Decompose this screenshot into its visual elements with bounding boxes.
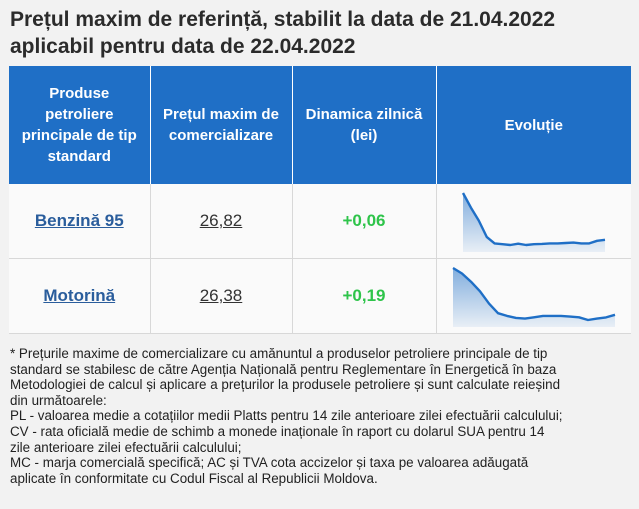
sparkline-line [461, 192, 605, 247]
product-link-motorina[interactable]: Motorină [43, 286, 116, 305]
daily-delta-benzina-95: +0,06 [342, 211, 386, 230]
page-title: Prețul maxim de referință, stabilit la d… [10, 6, 630, 60]
table-row: Benzină 95 26,82 +0,06 [9, 184, 631, 259]
evolution-cell [435, 184, 631, 259]
fuel-price-table: Produse petroliere principale de tip sta… [9, 66, 631, 334]
table-row: Motorină 26,38 +0,19 [9, 258, 631, 334]
product-cell: Motorină [9, 258, 150, 334]
footnote-line: PL - valoarea medie a cotațiilor medii P… [10, 408, 563, 424]
price-cell: 26,38 [149, 258, 292, 334]
footnote-line: din următoarele: [10, 392, 107, 408]
delta-cell: +0,06 [291, 184, 436, 259]
product-cell: Benzină 95 [9, 184, 150, 259]
title-line-1: Prețul maxim de referință, stabilit la d… [10, 8, 556, 31]
price-cell: 26,82 [149, 184, 292, 259]
header-daily-dynamics: Dinamica zilnică (lei) [291, 66, 436, 184]
sparkline-area [452, 268, 615, 327]
evolution-sparkline-motorina [452, 266, 616, 327]
table-header-row: Produse petroliere principale de tip sta… [9, 66, 631, 184]
header-max-price: Prețul maxim de comercializare [149, 66, 292, 184]
footnote-line: aplicate în conformitate cu Codul Fiscal… [10, 470, 378, 486]
evolution-sparkline-benzina-95 [461, 192, 605, 252]
footnote-line: * Prețurile maxime de comercializare cu … [10, 346, 548, 361]
footnote-line: MC - marja comercială specifică; AC și T… [10, 455, 529, 471]
sparkline-area [462, 193, 605, 252]
header-evolution: Evoluție [435, 66, 631, 184]
daily-delta-motorina: +0,19 [342, 286, 386, 305]
footnote: * Prețurile maxime de comercializare cu … [10, 346, 632, 486]
footnote-line: standard se stabilesc de către Agenția N… [10, 361, 557, 377]
footnote-line: Metodologiei de calcul și aplicare a pre… [10, 377, 561, 393]
product-link-benzina-95[interactable]: Benzină 95 [34, 211, 124, 230]
sparkline-line [452, 266, 616, 322]
footnote-line: zile anterioare zilei efectuării calculu… [10, 439, 242, 455]
delta-cell: +0,19 [291, 258, 436, 334]
evolution-cell [435, 258, 631, 334]
footnote-line: CV - rata oficială medie de schimb a mon… [10, 423, 545, 439]
price-link-motorina[interactable]: 26,38 [199, 286, 243, 305]
title-line-2: aplicabil pentru data de 22.04.2022 [10, 35, 356, 58]
header-products: Produse petroliere principale de tip sta… [9, 66, 150, 184]
price-link-benzina-95[interactable]: 26,82 [199, 211, 243, 230]
